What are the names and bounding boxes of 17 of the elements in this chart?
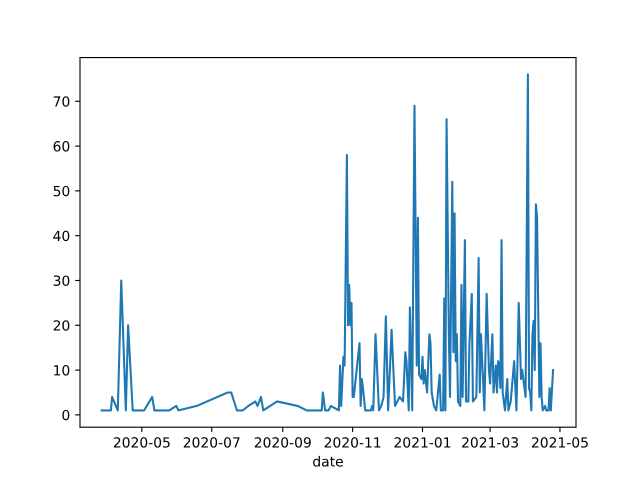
line-series	[100, 73, 554, 412]
y-tick-label: 40	[53, 230, 70, 242]
y-tick-label: 60	[54, 141, 70, 152]
x-tick-label: 2020-09	[254, 437, 311, 448]
x-tick-label: 2020-11	[324, 437, 380, 448]
x-tick-label: 2020-07	[184, 437, 240, 448]
x-axis-title: date	[313, 456, 343, 467]
x-tick-label: 2021-03	[462, 437, 518, 448]
y-tick-label: 20	[54, 320, 70, 331]
x-tick-label: 2020-05	[114, 437, 170, 448]
y-tick-label: 10	[54, 365, 70, 376]
y-tick-label: 50	[54, 186, 70, 196]
x-tick-label: 2021-05	[532, 437, 588, 448]
y-tick-label: 0	[62, 410, 70, 420]
x-tick-label: 2021-01	[394, 437, 450, 448]
y-tick-label: 30	[54, 275, 70, 286]
y-tick-label: 70	[54, 96, 70, 107]
